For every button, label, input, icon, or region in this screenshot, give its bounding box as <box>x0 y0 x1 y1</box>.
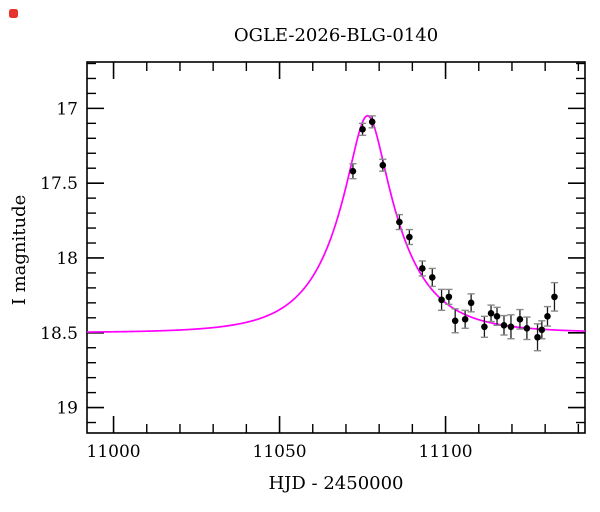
x-tick-label: 11100 <box>419 442 473 462</box>
data-point <box>544 313 551 320</box>
data-point <box>349 167 357 175</box>
data-point <box>507 323 515 331</box>
data-point <box>467 299 475 307</box>
data-point <box>538 326 546 334</box>
data-point <box>487 310 495 317</box>
data-point <box>368 118 376 126</box>
data-point <box>359 126 366 133</box>
data-point <box>500 321 508 329</box>
data-point <box>379 161 387 169</box>
model-curve <box>86 114 586 333</box>
data-point <box>438 296 445 304</box>
y-tick-label: 18.5 <box>40 324 78 344</box>
data-point <box>534 333 541 341</box>
red-dot-indicator <box>9 9 18 18</box>
data-point <box>493 313 501 320</box>
data-point <box>516 316 524 323</box>
data-point <box>523 324 531 332</box>
y-tick-label: 17 <box>56 99 78 119</box>
plot-frame <box>86 61 586 434</box>
chart-title: OGLE-2026-BLG-0140 <box>234 25 438 46</box>
y-tick-label: 19 <box>56 399 78 419</box>
data-point <box>551 293 558 301</box>
data-point <box>396 218 403 226</box>
y-axis-label: I magnitude <box>9 195 30 306</box>
y-tick-label: 17.5 <box>40 174 78 194</box>
data-point <box>419 265 426 272</box>
y-tick-label: 18 <box>56 249 78 269</box>
x-tick-label: 11050 <box>253 442 307 462</box>
data-point <box>481 323 488 331</box>
x-axis-label: HJD - 2450000 <box>268 473 403 494</box>
plot-area: 11000 11050 11100 17 17.5 18 18.5 19 <box>40 61 586 462</box>
data-point <box>428 274 436 281</box>
data-point <box>445 293 453 301</box>
data-point <box>451 317 459 325</box>
data-point <box>461 316 469 323</box>
x-tick-label: 11000 <box>87 442 141 462</box>
data-point <box>406 233 413 241</box>
